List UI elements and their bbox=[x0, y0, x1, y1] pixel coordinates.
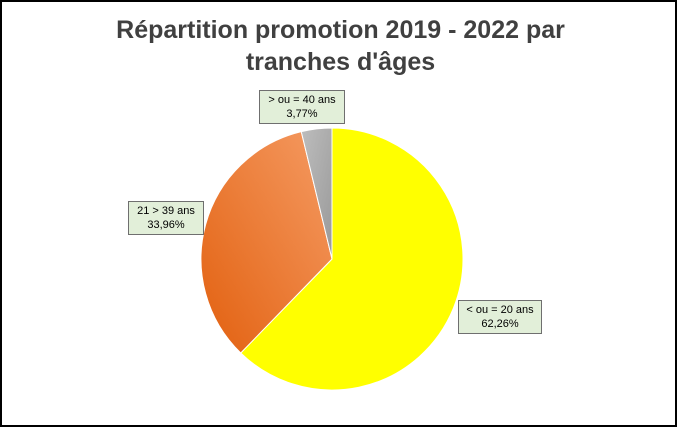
data-label-value: 33,96% bbox=[147, 219, 185, 231]
data-label-category: 21 > 39 ans bbox=[137, 205, 195, 217]
pie-slice-under-20 bbox=[240, 127, 464, 391]
data-label-value: 62,26% bbox=[481, 318, 519, 330]
pie-slice-over-40 bbox=[300, 127, 333, 260]
data-label-value: 3,77% bbox=[286, 108, 318, 120]
chart-title: Répartition promotion 2019 - 2022 par tr… bbox=[116, 16, 565, 76]
data-label-over-40: > ou = 40 ans 3,77% bbox=[259, 90, 345, 124]
data-label-category: > ou = 40 ans bbox=[268, 94, 336, 106]
data-label-21-39: 21 > 39 ans 33,96% bbox=[128, 201, 204, 235]
data-label-category: < ou = 20 ans bbox=[466, 304, 534, 316]
pie-slice-21-39 bbox=[200, 131, 333, 354]
data-label-under-20: < ou = 20 ans 62,26% bbox=[458, 300, 542, 334]
